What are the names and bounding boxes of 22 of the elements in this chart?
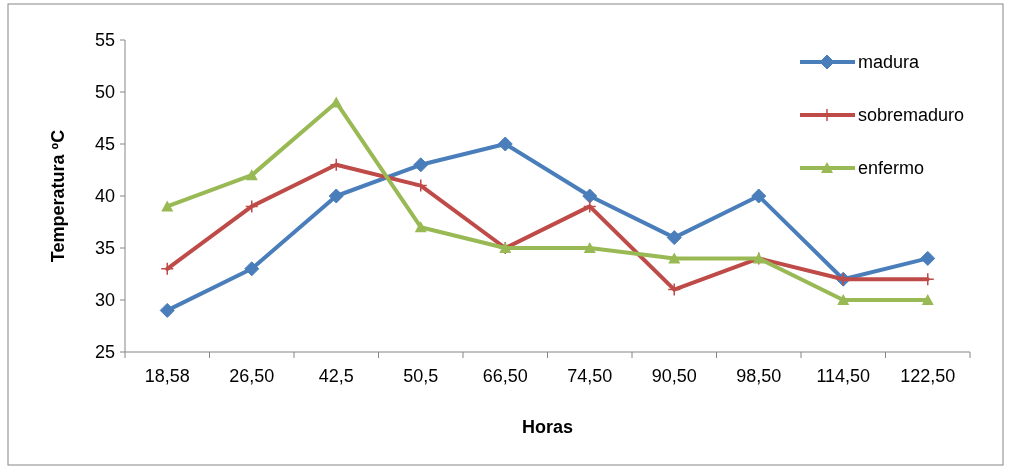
x-tick-label: 26,50 xyxy=(229,366,275,386)
y-tick-label: 30 xyxy=(94,290,115,311)
y-tick-label: 45 xyxy=(94,134,115,155)
legend-label: sobremaduro xyxy=(858,105,965,126)
x-tick-label: 42,5 xyxy=(318,366,354,386)
x-axis-title: Horas xyxy=(521,417,574,437)
x-tick-label: 74,50 xyxy=(567,366,613,386)
y-tick-label: 40 xyxy=(94,186,115,207)
x-tick-label: 66,50 xyxy=(482,366,528,386)
x-tick-label: 18,58 xyxy=(144,366,190,386)
y-axis-title: Temperatura ºC xyxy=(48,129,68,263)
x-tick-label: 50,5 xyxy=(403,366,439,386)
legend-label: madura xyxy=(858,52,921,73)
x-tick-label: 122,50 xyxy=(900,366,956,386)
x-tick-label: 98,50 xyxy=(736,366,782,386)
y-tick-label: 25 xyxy=(94,342,115,363)
legend-label: enfermo xyxy=(858,158,925,179)
x-tick-label: 114,50 xyxy=(816,366,871,386)
y-tick-label: 35 xyxy=(94,238,115,259)
y-tick-label: 50 xyxy=(94,82,115,103)
y-tick-label: 55 xyxy=(94,30,115,51)
x-tick-label: 90,50 xyxy=(651,366,697,386)
